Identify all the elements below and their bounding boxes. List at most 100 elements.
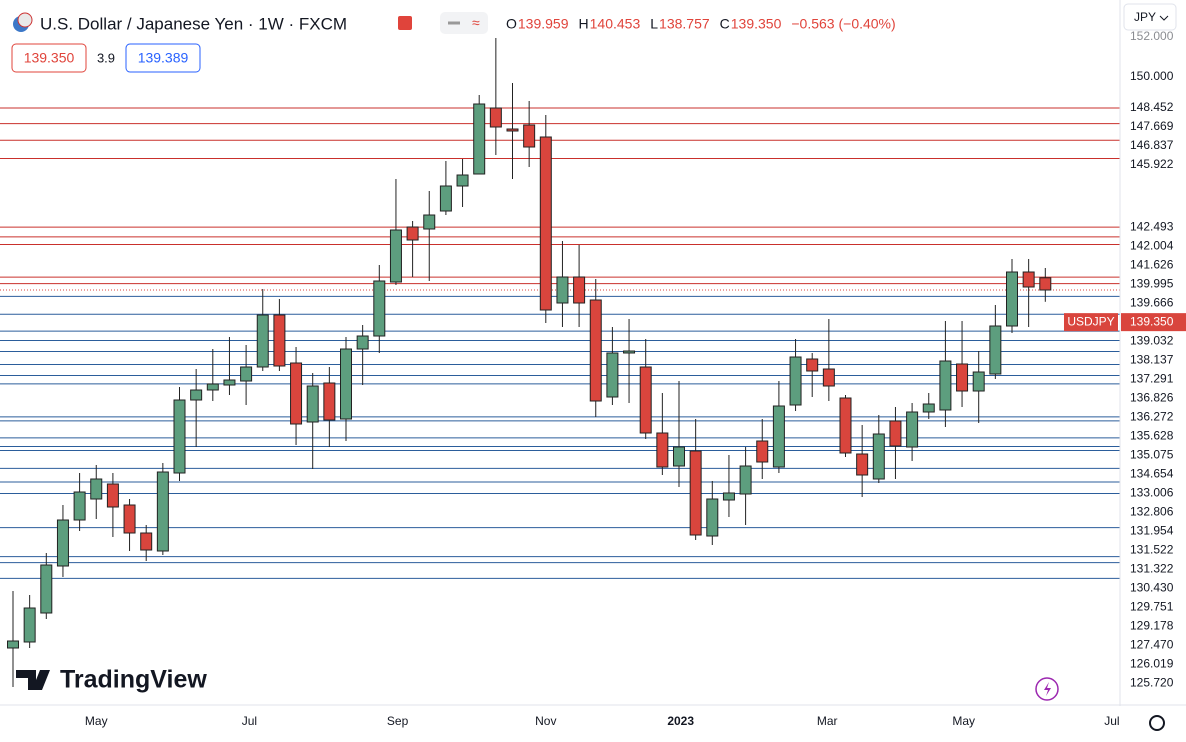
candle-body	[356, 335, 369, 350]
time-axis-labels: May Jul Sep Nov 2023 Mar May Jul	[85, 714, 1120, 728]
readout-key: H	[579, 16, 589, 32]
buy-button[interactable]	[125, 43, 201, 73]
logo: TradingView	[16, 666, 207, 694]
readout-value: 139.959	[518, 16, 569, 32]
candle-body	[756, 440, 769, 463]
last-price-label: 139.350	[1130, 314, 1174, 328]
readout-key: L	[650, 16, 658, 32]
level-label: 137.291	[1130, 371, 1174, 385]
time-axis	[0, 706, 1186, 742]
market-status[interactable]	[398, 16, 412, 30]
symbol-title: U.S. Dollar / Japanese Yen · 1W · FXCM	[40, 14, 347, 33]
candle-body	[939, 360, 952, 411]
readout-value: 138.757	[659, 16, 710, 32]
candle-body	[190, 389, 203, 401]
candle-body	[639, 366, 652, 434]
logo-mark	[16, 670, 50, 690]
candle-body	[406, 226, 419, 241]
candle-body	[556, 276, 569, 304]
level-label: 136.826	[1130, 390, 1174, 404]
candle-body	[856, 453, 869, 476]
settings-button[interactable]	[1149, 715, 1165, 731]
indicator-toggle[interactable]	[440, 12, 488, 34]
candle-body	[706, 498, 719, 537]
level-label: 142.493	[1130, 219, 1174, 233]
level-label: 136.272	[1130, 409, 1174, 423]
candle-body	[523, 124, 536, 148]
x-tick-label: Mar	[817, 714, 838, 728]
symbol-tag	[1064, 313, 1118, 332]
readout-key: C	[720, 16, 730, 32]
level-label: 146.837	[1130, 138, 1174, 152]
candle-body	[822, 368, 835, 387]
level-label: 145.922	[1130, 157, 1174, 171]
level-label: 139.032	[1130, 333, 1174, 347]
level-label: 139.666	[1130, 295, 1174, 309]
candle-body	[423, 214, 436, 230]
icon	[1159, 15, 1169, 21]
level-label: 129.178	[1130, 618, 1174, 632]
x-tick-label: Sep	[387, 714, 409, 728]
level-label: 127.470	[1130, 637, 1174, 651]
candle-body	[806, 358, 819, 372]
candle-body	[23, 607, 36, 643]
candle-body	[922, 403, 935, 413]
symbol-label: USDJPY	[1067, 314, 1114, 328]
y-tick-label: 150.000	[1130, 69, 1174, 83]
x-tick-label: May	[85, 714, 108, 728]
level-label: 131.522	[1130, 542, 1174, 556]
candle-body	[872, 433, 885, 480]
readout-key: O	[506, 16, 517, 32]
candle-body	[373, 280, 386, 337]
currency-select[interactable]	[1123, 3, 1177, 31]
level-label: 148.452	[1130, 100, 1174, 114]
candle-body	[722, 492, 735, 501]
candle-body	[1022, 271, 1035, 288]
candle-body	[1039, 277, 1052, 291]
sell-button[interactable]	[11, 43, 87, 73]
level-label: 135.628	[1130, 428, 1174, 442]
ohlc-readout: O 139.959 H 140.453 L 138.757 C 139.350 −0.563 (…	[506, 16, 896, 32]
candle-body	[273, 314, 286, 367]
candle-body	[106, 483, 119, 508]
spread: 3.9	[97, 50, 115, 65]
candle-body	[306, 385, 319, 423]
level-label: 138.137	[1130, 352, 1174, 366]
candle-body	[673, 446, 685, 467]
candle-body	[223, 379, 236, 386]
price-labels: 150.000 152.000 148.452 147.669 146.837 145.9…	[1064, 29, 1186, 689]
level-label: 129.751	[1130, 599, 1174, 613]
level-label: 141.626	[1130, 257, 1174, 271]
level-label: 132.806	[1130, 504, 1174, 518]
plot-area	[0, 38, 1120, 687]
candle-body	[240, 366, 253, 382]
currency: JPY	[1134, 10, 1156, 24]
ask-price: 139.389	[138, 50, 189, 66]
logo-text: TradingView	[60, 666, 207, 694]
flag-icon	[17, 12, 33, 28]
candle-body	[589, 299, 602, 402]
candle-body	[290, 362, 303, 425]
candle-body	[789, 356, 802, 406]
candle-body	[739, 465, 752, 495]
level-label: 133.006	[1130, 485, 1174, 499]
candle-body	[40, 564, 53, 614]
candle-body	[989, 325, 1002, 375]
x-tick-label: Nov	[535, 714, 556, 728]
candle-body	[256, 314, 269, 368]
level-label: 130.430	[1130, 580, 1174, 594]
candle-body	[389, 229, 402, 283]
level-label: 126.019	[1130, 656, 1174, 670]
candle-body	[56, 519, 69, 567]
candle-body	[623, 350, 636, 354]
candle-body	[456, 174, 469, 187]
level-label: 131.954	[1130, 523, 1174, 537]
level-label: 147.669	[1130, 119, 1174, 133]
candle-body	[173, 399, 186, 474]
readout-change: −0.563 (−0.40%)	[791, 16, 895, 32]
level-label: 134.654	[1130, 466, 1174, 480]
candle-body	[889, 420, 902, 447]
y-tick-label: 152.000	[1130, 29, 1174, 43]
candle-body	[1006, 271, 1018, 327]
